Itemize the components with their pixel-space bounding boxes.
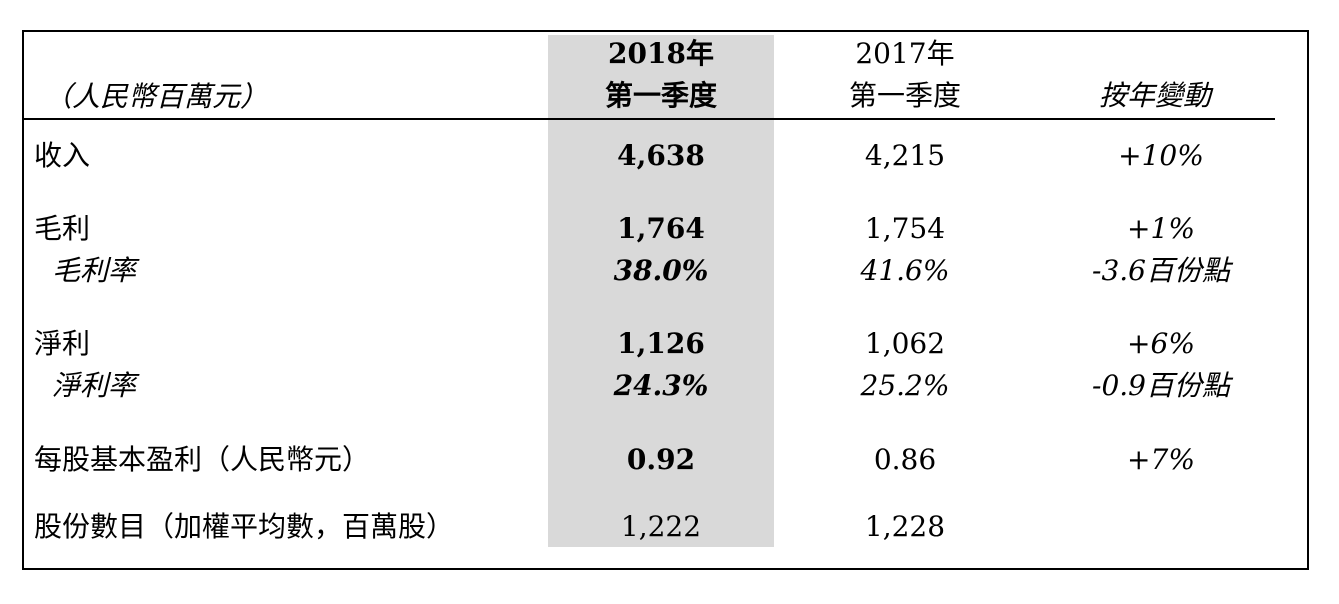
row-net-margin-change: -0.9百份點: [1092, 369, 1230, 402]
row-gross-margin-2018: 38.0%: [613, 254, 709, 287]
row-net-margin-label: 淨利率: [52, 369, 137, 402]
row-eps-label: 每股基本盈利（人民幣元）: [34, 443, 371, 476]
unit-label: （人民幣百萬元）: [44, 80, 269, 113]
col-2018-year-header: 2018年: [608, 37, 714, 70]
row-gross-profit-2018: 1,764: [617, 212, 705, 245]
row-gross-margin-2017: 41.6%: [860, 254, 950, 287]
row-net-profit-change: +6%: [1127, 327, 1195, 360]
row-gross-margin-change: -3.6百份點: [1092, 254, 1230, 287]
row-net-profit-label: 淨利: [34, 327, 91, 360]
row-gross-profit-label: 毛利: [34, 212, 91, 245]
table-frame: [22, 30, 1309, 570]
col-change-header: 按年變動: [1098, 79, 1211, 112]
row-gross-margin-label: 毛利率: [52, 254, 137, 287]
row-eps-2018: 0.92: [626, 443, 696, 476]
col-2017-year-header: 2017年: [855, 37, 955, 70]
row-net-profit-2018: 1,126: [617, 327, 705, 360]
header-divider: [22, 118, 1275, 120]
row-eps-change: +7%: [1127, 443, 1195, 476]
row-net-margin-2018: 24.3%: [613, 369, 709, 402]
row-revenue-change: +10%: [1118, 139, 1204, 172]
row-shares-2018: 1,222: [620, 510, 702, 543]
row-revenue-label: 收入: [34, 139, 91, 172]
col-2017-quarter-header: 第一季度: [848, 79, 961, 112]
col-2018-quarter-header: 第一季度: [604, 79, 717, 112]
row-revenue-2018: 4,638: [617, 139, 705, 172]
row-gross-profit-change: +1%: [1127, 212, 1195, 245]
row-revenue-2017: 4,215: [864, 139, 946, 172]
row-shares-2017: 1,228: [864, 510, 946, 543]
row-net-margin-2017: 25.2%: [860, 369, 950, 402]
row-eps-2017: 0.86: [873, 443, 937, 476]
current-quarter-column-shading: [548, 35, 774, 547]
row-net-profit-2017: 1,062: [864, 327, 946, 360]
row-gross-profit-2017: 1,754: [864, 212, 946, 245]
row-shares-label: 股份數目（加權平均數，百萬股）: [34, 510, 455, 543]
